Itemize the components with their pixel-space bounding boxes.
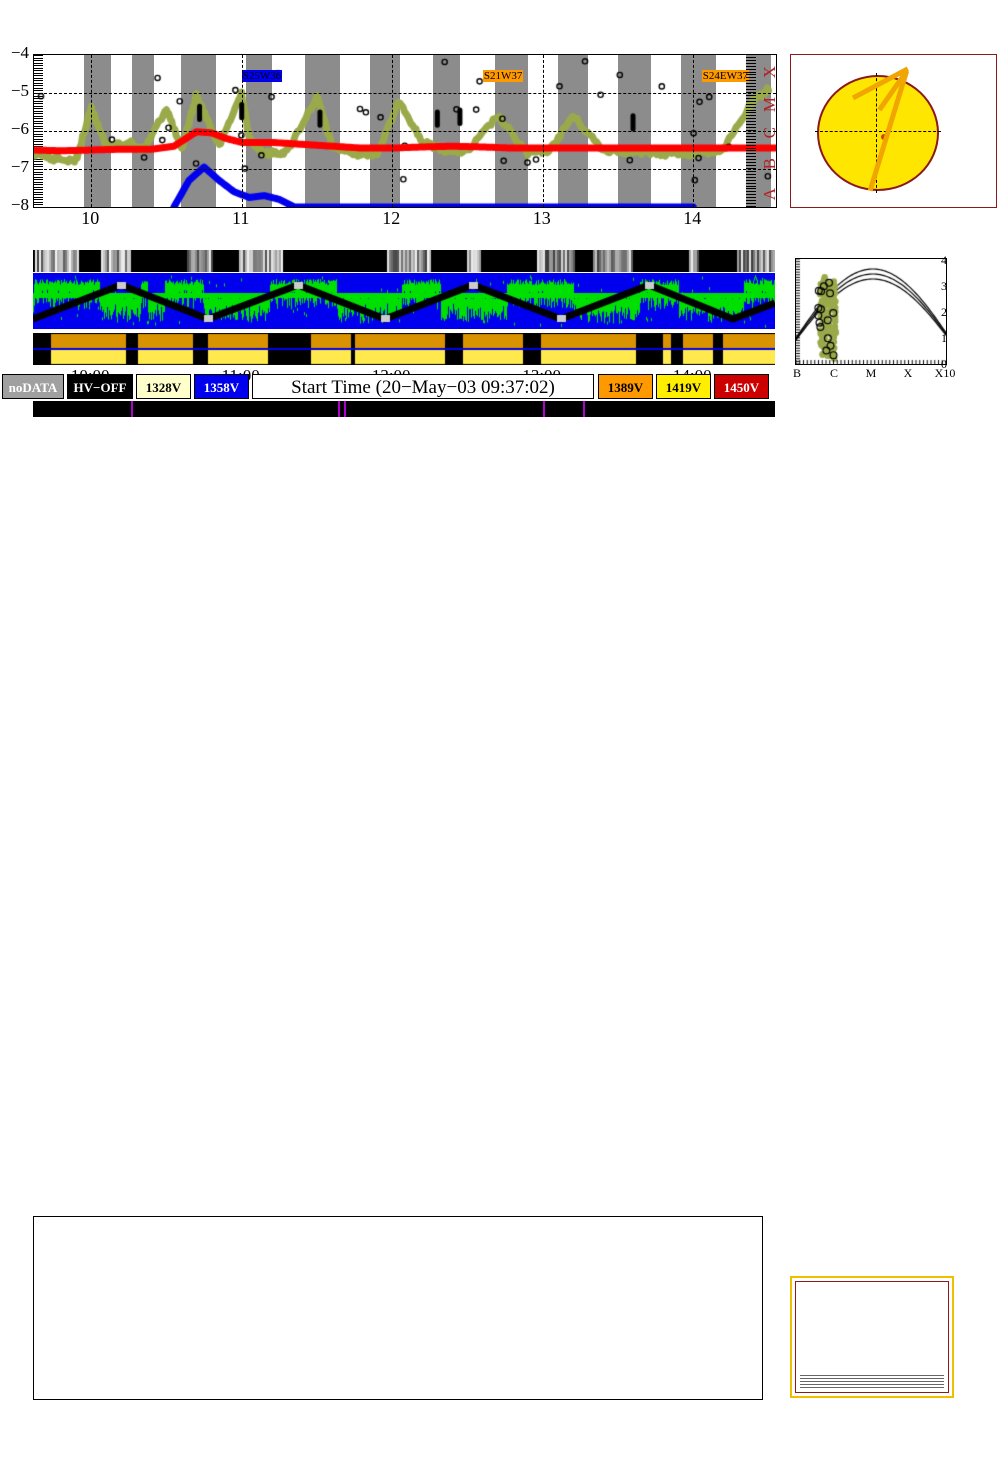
goes-flare-class-labels: A B C M X bbox=[758, 54, 779, 206]
goes-x-tick: 11 bbox=[232, 208, 250, 228]
first-order-x-tick: X bbox=[903, 366, 913, 380]
first-order-scatter-plot bbox=[795, 258, 947, 365]
active-region-tag: S24EW37 bbox=[701, 70, 750, 83]
goes-class-B: B bbox=[760, 157, 779, 169]
first-order-y-tick: 0 bbox=[941, 357, 947, 371]
sun-disk-icon bbox=[815, 73, 941, 193]
ba-strip bbox=[33, 333, 775, 365]
goes-class-A: A bbox=[760, 188, 779, 201]
spectrum-x-axis-labels bbox=[0, 1398, 800, 1420]
goes-x-tick: 10 bbox=[81, 208, 100, 228]
first-order-x-ticks: B C M X X10 bbox=[782, 366, 962, 382]
prot-el-greyscale-strip bbox=[33, 250, 775, 272]
goes-flare-class-tick-rail bbox=[746, 54, 756, 207]
tc-strip bbox=[33, 401, 1004, 417]
first-order-x-tick: X10 bbox=[934, 366, 956, 380]
prot-el-color-strip bbox=[33, 273, 775, 329]
goes-gridline bbox=[542, 55, 544, 207]
hv-legend-chip-1358v[interactable]: 1358V bbox=[194, 374, 249, 399]
goes-x-tick: 14 bbox=[683, 208, 702, 228]
voltage-legend-row: noDATA HV−OFF 1328V 1358V 1389V 1419V 1450V Sta… bbox=[0, 374, 1004, 400]
goes-x-tick: 12 bbox=[382, 208, 401, 228]
hv-legend-chip-nodata[interactable]: noDATA bbox=[2, 374, 64, 399]
goes-gridline bbox=[91, 55, 93, 207]
active-region-tag: S21W37 bbox=[482, 70, 524, 83]
goes-gridline bbox=[34, 131, 776, 132]
first-order-y-tick: 1 bbox=[941, 331, 947, 345]
first-order-y-ticks: 0 1 2 3 4 bbox=[941, 252, 951, 371]
hv-legend-chip-1389v[interactable]: 1389V bbox=[598, 374, 653, 399]
goes-class-M: M bbox=[760, 96, 779, 112]
goes-gridline bbox=[693, 55, 695, 207]
first-order-y-tick: 4 bbox=[941, 253, 947, 267]
page-subtitle bbox=[0, 22, 1004, 40]
solar-disk-panel bbox=[790, 54, 997, 208]
first-order-y-tick: 3 bbox=[941, 279, 947, 293]
goes-class-C: C bbox=[760, 127, 779, 139]
goes-gridline bbox=[392, 55, 394, 207]
resik-logo bbox=[790, 1276, 954, 1398]
goes-y-tick: −8 bbox=[10, 195, 29, 214]
goes-gridline bbox=[241, 55, 243, 207]
logo-fineprint bbox=[800, 1375, 944, 1390]
hv-legend-chip-1450v[interactable]: 1450V bbox=[714, 374, 769, 399]
hv-legend-chip-hvoff[interactable]: HV−OFF bbox=[67, 374, 133, 399]
hv-legend-chip-1419v[interactable]: 1419V bbox=[656, 374, 711, 399]
goes-plot: S25W36 S21W37 S24EW37 bbox=[33, 54, 777, 208]
goes-y-tick: −5 bbox=[10, 81, 29, 100]
goes-x-axis-labels: 10 11 12 13 14 bbox=[33, 208, 775, 230]
goes-y-tick: −7 bbox=[10, 157, 29, 176]
first-order-x-tick: B bbox=[792, 366, 802, 380]
first-order-x-tick: C bbox=[829, 366, 839, 380]
goes-x-tick: 13 bbox=[532, 208, 551, 228]
goes-y-tick: −4 bbox=[10, 43, 29, 62]
goes-gridline bbox=[34, 169, 776, 170]
goes-class-X: X bbox=[760, 66, 779, 79]
goes-gridline bbox=[34, 93, 776, 94]
first-order-x-tick: M bbox=[865, 366, 877, 380]
start-time-label: Start Time (20−May−03 09:37:02) bbox=[252, 374, 594, 399]
active-region-tag: S25W36 bbox=[241, 70, 283, 83]
first-order-y-tick: 2 bbox=[941, 305, 947, 319]
spectrum-y-axis-labels bbox=[0, 1210, 32, 1405]
goes-y-tick: −6 bbox=[10, 119, 29, 138]
corrected-spectrum-plot bbox=[33, 1216, 763, 1400]
hv-legend-chip-1328v[interactable]: 1328V bbox=[136, 374, 191, 399]
